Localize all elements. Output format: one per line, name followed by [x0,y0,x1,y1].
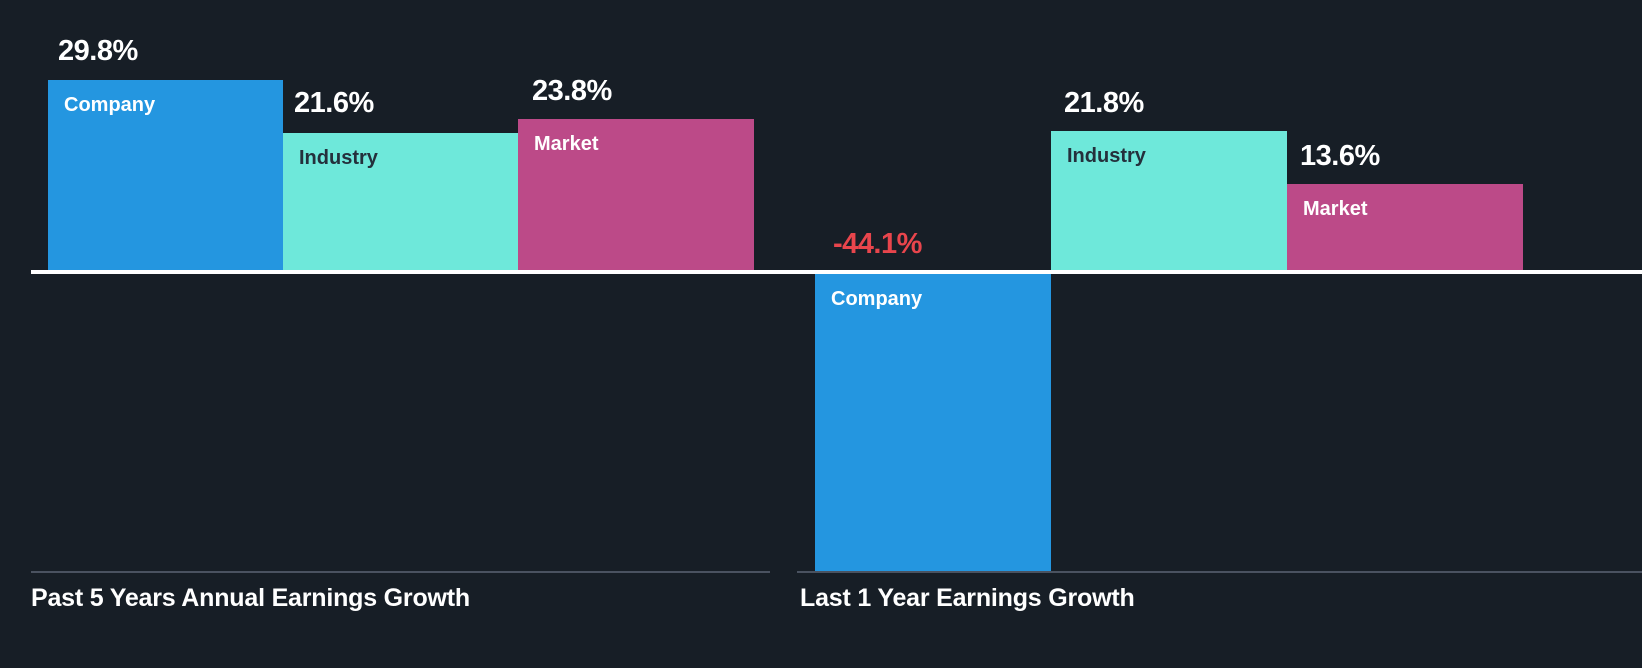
bar-label-company: Company [831,288,923,310]
bar-label-market: Market [1303,198,1368,220]
bar-label-industry: Industry [1067,145,1146,167]
zero-axis-line [31,270,805,274]
bar-company[interactable]: Company [815,274,1051,571]
bar-value-company: -44.1% [833,228,922,260]
bar-industry[interactable]: Industry [1051,131,1287,272]
bar-label-industry: Industry [299,147,378,169]
bar-market[interactable]: Market [1287,184,1523,272]
bar-industry[interactable]: Industry [283,133,518,272]
bar-value-market: 13.6% [1300,140,1380,172]
zero-axis-line [797,270,1642,274]
bar-market[interactable]: Market [518,119,754,272]
bar-value-market: 23.8% [532,75,612,107]
caption-divider [31,571,770,573]
bar-label-company: Company [64,94,156,116]
bar-company[interactable]: Company [48,80,283,272]
panel-past-5-years: Company 29.8% Industry 21.6% Market 23.8… [0,0,806,668]
bar-value-industry: 21.8% [1064,87,1144,119]
bar-value-industry: 21.6% [294,87,374,119]
panel-last-1-year: Company -44.1% Industry 21.8% Market 13.… [797,0,1642,668]
panel-caption-last-1-year: Last 1 Year Earnings Growth [800,584,1135,612]
panel-caption-past-5-years: Past 5 Years Annual Earnings Growth [31,584,470,612]
bar-label-market: Market [534,133,599,155]
bar-value-company: 29.8% [58,35,138,67]
caption-divider [797,571,1642,573]
